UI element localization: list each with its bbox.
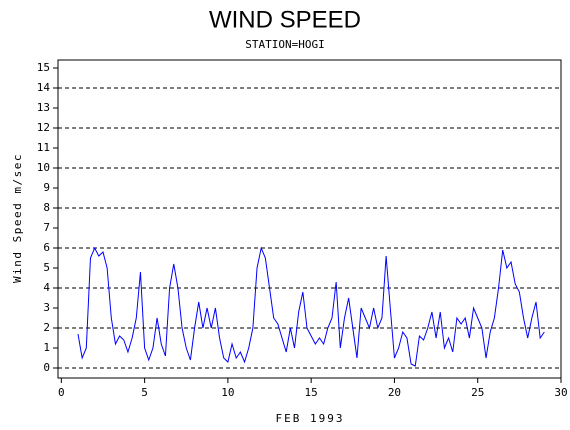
x-tick-label: 30 [554,386,567,399]
series-line [77,246,545,367]
y-tick-label: 3 [43,301,50,314]
y-tick-label: 10 [37,161,50,174]
y-tick-label: 9 [43,181,50,194]
y-tick-label: 5 [43,261,50,274]
x-tick-label: 5 [141,386,148,399]
x-tick-label: 0 [58,386,65,399]
y-tick-label: 8 [43,201,50,214]
x-tick-label: 20 [388,386,401,399]
chart-subtitle: STATION=HOGI [245,38,324,51]
y-tick-label: 4 [43,281,50,294]
y-tick-label: 0 [43,361,50,374]
y-tick-label: 12 [37,121,50,134]
y-tick-label: 11 [37,141,50,154]
plot-frame [57,59,562,379]
y-tick-label: 6 [43,241,50,254]
y-tick-label: 14 [37,81,51,94]
chart-title: WIND SPEED [209,6,361,33]
x-tick-label: 10 [221,386,234,399]
x-axis-label: FEB 1993 [276,412,345,425]
y-tick-label: 15 [37,61,50,74]
x-tick-label: 25 [471,386,484,399]
y-tick-label: 2 [43,321,50,334]
y-tick-label: 1 [43,341,50,354]
x-tick-label: 15 [305,386,318,399]
y-axis-label: Wind Speed m/sec [11,153,24,283]
y-tick-label: 13 [37,101,50,114]
y-tick-label: 7 [43,221,50,234]
